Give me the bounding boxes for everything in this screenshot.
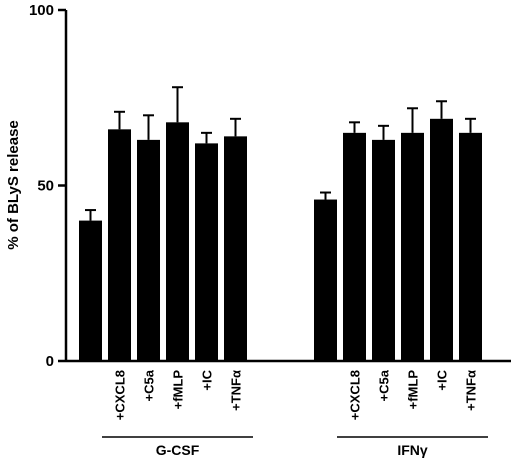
bar-1-2 bbox=[372, 139, 395, 361]
bar-1-3 bbox=[401, 132, 424, 361]
y-axis-label: % of BLyS release bbox=[5, 120, 22, 250]
bar-0-2 bbox=[137, 139, 160, 361]
bar-0-5 bbox=[224, 136, 247, 361]
category-label-1-4: +IC bbox=[435, 369, 450, 390]
category-label-0-1: +CXCL8 bbox=[113, 370, 128, 420]
group-label-0: G-CSF bbox=[156, 442, 200, 458]
bar-0-1 bbox=[108, 129, 131, 361]
bars bbox=[79, 86, 482, 361]
category-label-0-3: +fMLP bbox=[171, 370, 186, 410]
category-label-1-1: +CXCL8 bbox=[348, 370, 363, 420]
category-label-0-5: +TNFα bbox=[229, 370, 244, 411]
y-tick-label-100: 100 bbox=[29, 2, 54, 19]
bar-0-0 bbox=[79, 220, 102, 361]
group-label-1: IFNγ bbox=[397, 442, 428, 458]
bar-0-3 bbox=[166, 122, 189, 361]
bar-0-4 bbox=[195, 143, 218, 361]
category-label-1-3: +fMLP bbox=[406, 370, 421, 410]
bar-1-0 bbox=[314, 199, 337, 361]
category-labels: +CXCL8 +C5a +fMLP +IC +TNFα G-CSF +CXCL8 +C5a +f… bbox=[102, 369, 488, 458]
category-label-1-2: +C5a bbox=[377, 369, 392, 401]
category-label-0-4: +IC bbox=[200, 369, 215, 390]
category-label-0-2: +C5a bbox=[142, 369, 157, 401]
y-tick-label-0: 0 bbox=[46, 353, 54, 370]
bar-1-5 bbox=[459, 132, 482, 361]
category-label-1-5: +TNFα bbox=[464, 370, 479, 411]
y-tick-label-50: 50 bbox=[37, 178, 54, 195]
bar-1-1 bbox=[343, 132, 366, 361]
bar-1-4 bbox=[430, 118, 453, 361]
